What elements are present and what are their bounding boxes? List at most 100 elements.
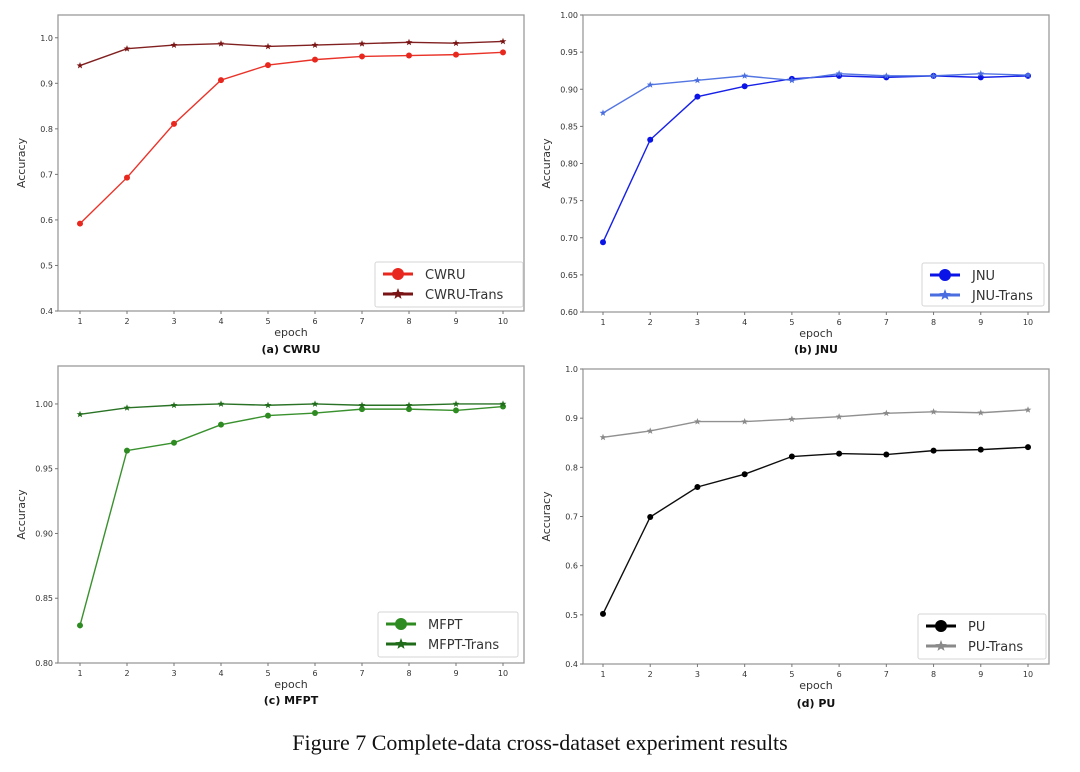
legend-swatch-marker bbox=[935, 620, 947, 632]
data-point bbox=[977, 446, 984, 453]
x-tick-label: 8 bbox=[406, 669, 411, 678]
data-point bbox=[694, 76, 701, 84]
x-tick-label: 10 bbox=[1023, 670, 1033, 679]
series-cwru bbox=[77, 49, 506, 227]
y-tick-label: 1.00 bbox=[35, 400, 53, 409]
data-point bbox=[217, 400, 225, 407]
series-jnu-trans bbox=[599, 70, 1032, 116]
legend-label: MFPT-Trans bbox=[428, 638, 499, 653]
legend: JNU JNU-Trans bbox=[921, 262, 1045, 307]
legend-label: PU bbox=[968, 620, 985, 635]
y-tick-label: 0.85 bbox=[560, 122, 578, 131]
legend: CWRU CWRU-Trans bbox=[374, 261, 524, 308]
data-point bbox=[599, 109, 607, 116]
data-point bbox=[788, 415, 796, 423]
data-point bbox=[741, 72, 749, 79]
x-tick-label: 7 bbox=[884, 670, 889, 679]
x-axis-label: epoch bbox=[274, 326, 308, 339]
legend-swatch-marker bbox=[939, 269, 951, 281]
y-tick-label: 0.9 bbox=[40, 79, 53, 88]
y-axis-label: Accuracy bbox=[15, 137, 28, 188]
x-tick-label: 4 bbox=[742, 670, 747, 679]
y-tick-label: 0.60 bbox=[560, 308, 578, 317]
y-axis-label: Accuracy bbox=[540, 491, 553, 542]
x-tick-label: 9 bbox=[978, 670, 983, 679]
data-point bbox=[218, 77, 224, 84]
legend-swatch-marker bbox=[392, 268, 404, 280]
legend-label: MFPT bbox=[428, 618, 463, 633]
x-tick-label: 2 bbox=[124, 317, 129, 326]
legend-swatch-marker bbox=[935, 640, 947, 651]
data-point bbox=[358, 40, 366, 47]
x-axis-label: epoch bbox=[274, 678, 308, 691]
data-point bbox=[977, 409, 985, 416]
series-cwru-trans bbox=[76, 37, 507, 69]
data-point bbox=[452, 39, 460, 47]
legend-label: JNU-Trans bbox=[971, 289, 1033, 304]
y-tick-label: 0.70 bbox=[560, 234, 578, 243]
data-point bbox=[977, 70, 985, 77]
legend: MFPT MFPT-Trans bbox=[377, 611, 519, 658]
data-point bbox=[930, 72, 937, 79]
y-axis-label: Accuracy bbox=[15, 489, 28, 540]
chart-b: 0.60 0.65 0.70 0.75 0.80 0.85 0.90 0.95 1.00 1 2 3 4… bbox=[540, 11, 1050, 356]
data-point bbox=[835, 70, 843, 77]
data-point bbox=[453, 51, 459, 58]
x-tick-label: 1 bbox=[77, 317, 82, 326]
data-point bbox=[124, 174, 130, 181]
data-point bbox=[883, 451, 890, 458]
y-tick-label: 0.8 bbox=[565, 463, 578, 472]
data-point bbox=[406, 52, 412, 59]
legend-swatch-marker bbox=[939, 289, 951, 300]
data-point bbox=[76, 410, 84, 418]
x-tick-label: 7 bbox=[359, 669, 364, 678]
data-point bbox=[265, 412, 271, 419]
legend-swatch-marker bbox=[392, 288, 404, 299]
x-tick-label: 3 bbox=[695, 318, 700, 327]
y-tick-label: 0.4 bbox=[40, 307, 53, 316]
x-tick-label: 2 bbox=[648, 670, 653, 679]
data-point bbox=[882, 409, 890, 417]
data-point bbox=[170, 401, 178, 409]
data-point bbox=[1024, 71, 1032, 79]
data-point bbox=[358, 401, 366, 409]
y-tick-label: 0.65 bbox=[560, 271, 578, 280]
y-axis-label: Accuracy bbox=[540, 138, 553, 189]
legend-label: PU-Trans bbox=[968, 640, 1023, 655]
y-tick-label: 0.6 bbox=[565, 562, 578, 571]
x-tick-label: 7 bbox=[359, 317, 364, 326]
y-tick-label: 0.5 bbox=[565, 611, 578, 620]
x-tick-label: 6 bbox=[837, 670, 842, 679]
x-tick-label: 8 bbox=[931, 670, 936, 679]
x-tick-label: 9 bbox=[453, 669, 458, 678]
data-point bbox=[218, 421, 224, 428]
series-mfpt-trans bbox=[76, 400, 507, 418]
data-point bbox=[836, 450, 843, 457]
data-point bbox=[599, 433, 607, 441]
data-point bbox=[600, 610, 606, 617]
y-tick-label: 0.9 bbox=[565, 414, 578, 423]
y-tick-label: 0.5 bbox=[40, 261, 53, 270]
subcaption: (a) CWRU bbox=[262, 343, 321, 356]
data-point bbox=[930, 408, 937, 415]
series-line bbox=[602, 72, 1029, 114]
x-tick-label: 5 bbox=[265, 317, 270, 326]
y-tick-label: 0.90 bbox=[560, 85, 578, 94]
chart-a: 0.4 0.5 0.6 0.7 0.8 0.9 1.0 1 2 3 4 5 6 7 8 9 10 epoch Acc… bbox=[15, 14, 525, 356]
data-point bbox=[835, 413, 843, 420]
x-tick-label: 7 bbox=[884, 318, 889, 327]
legend-swatch-marker bbox=[395, 618, 407, 630]
y-tick-label: 0.90 bbox=[35, 529, 53, 538]
y-tick-label: 0.4 bbox=[565, 660, 578, 669]
x-tick-label: 3 bbox=[171, 317, 176, 326]
data-point bbox=[499, 400, 507, 407]
data-point bbox=[788, 453, 795, 460]
data-point bbox=[77, 622, 83, 629]
x-tick-label: 10 bbox=[498, 317, 508, 326]
series-pu bbox=[600, 444, 1031, 617]
legend: PU PU-Trans bbox=[917, 613, 1047, 660]
y-tick-label: 0.7 bbox=[40, 170, 53, 179]
y-tick-label: 1.00 bbox=[560, 11, 578, 20]
subcaption: (b) JNU bbox=[794, 343, 838, 356]
data-point bbox=[1024, 406, 1032, 413]
